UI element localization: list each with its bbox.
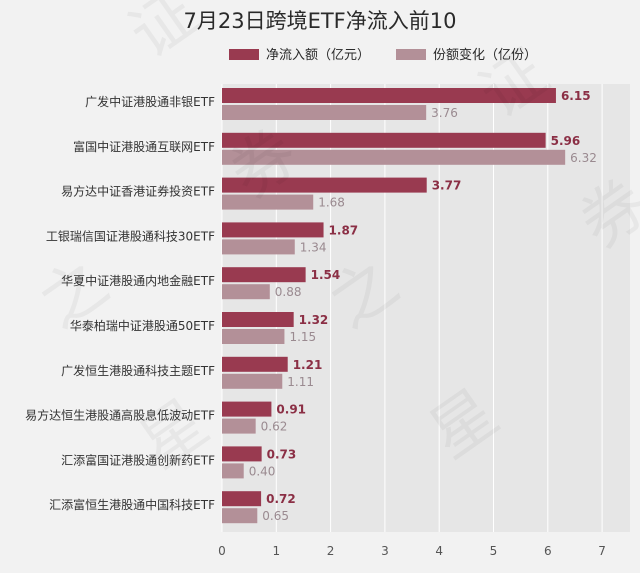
data-label-share-change: 0.65 <box>262 509 289 523</box>
bar-share-change <box>222 105 427 120</box>
category-label: 汇添富恒生港股通中国科技ETF <box>49 497 215 512</box>
data-label-net-inflow: 0.72 <box>266 492 296 506</box>
category-label: 富国中证港股通互联网ETF <box>73 139 215 154</box>
bar-share-change <box>222 284 270 300</box>
bar-share-change <box>222 508 258 524</box>
bar-net-inflow <box>222 88 556 103</box>
data-label-net-inflow: 1.87 <box>329 223 359 237</box>
bars <box>222 88 566 524</box>
data-label-net-inflow: 3.77 <box>432 179 462 193</box>
bar-share-change <box>222 373 283 389</box>
data-label-share-change: 1.15 <box>289 330 316 344</box>
data-label-net-inflow: 5.96 <box>551 134 581 148</box>
legend-label-net-inflow: 净流入额（亿元） <box>266 48 370 63</box>
bar-share-change <box>222 329 285 344</box>
category-label: 华夏中证港股通内地金融ETF <box>61 273 215 288</box>
bar-share-change <box>222 418 256 434</box>
x-tick-label: 5 <box>490 544 498 558</box>
bar-share-change <box>222 463 244 479</box>
legend-label-share-change: 份额变化（亿份） <box>433 47 537 63</box>
bar-share-change <box>222 239 295 255</box>
bar-net-inflow <box>222 491 262 507</box>
bar-net-inflow <box>222 356 288 372</box>
category-label: 华泰柏瑞中证港股通50ETF <box>70 318 215 333</box>
data-label-share-change: 1.11 <box>287 375 314 389</box>
data-label-net-inflow: 1.32 <box>299 313 329 327</box>
category-label: 工银瑞信国证港股通科技30ETF <box>46 229 215 243</box>
legend-swatch-share-change <box>396 49 426 60</box>
bar-share-change <box>222 149 566 165</box>
x-tick-label: 6 <box>544 544 552 558</box>
bar-share-change <box>222 194 314 210</box>
chart-title: 7月23日跨境ETF净流入前10 <box>184 9 457 33</box>
data-label-share-change: 1.34 <box>300 240 327 254</box>
data-label-net-inflow: 1.54 <box>311 268 341 282</box>
data-label-share-change: 0.40 <box>249 464 276 478</box>
bar-net-inflow <box>222 177 427 193</box>
bar-net-inflow <box>222 222 324 238</box>
category-label: 易方达恒生港股通高股息低波动ETF <box>25 408 215 423</box>
data-label-share-change: 0.88 <box>275 285 302 299</box>
x-tick-label: 2 <box>327 544 335 558</box>
watermark-char: 星 <box>127 386 222 483</box>
data-label-share-change: 3.76 <box>431 106 458 120</box>
data-label-share-change: 0.62 <box>261 420 288 434</box>
bar-net-inflow <box>222 132 546 148</box>
data-label-net-inflow: 0.91 <box>276 403 306 417</box>
x-tick-label: 1 <box>272 544 280 558</box>
x-tick-label: 7 <box>598 544 606 558</box>
x-tick-label: 3 <box>381 544 389 558</box>
category-label: 广发恒生港股通科技主题ETF <box>61 363 215 378</box>
labels: 0 1 2 3 4 5 6 7 6.15 3.76 广发中证港股通非银ETF 5.96 6.32 富国中证… <box>25 89 606 558</box>
data-label-net-inflow: 1.21 <box>293 358 323 372</box>
bar-net-inflow <box>222 267 306 283</box>
x-tick-label: 4 <box>435 544 443 558</box>
data-label-share-change: 1.68 <box>318 196 345 210</box>
x-tick-label: 0 <box>218 544 226 558</box>
data-label-share-change: 6.32 <box>570 151 597 165</box>
data-label-net-inflow: 0.73 <box>267 447 297 461</box>
category-label: 易方达中证香港证券投资ETF <box>61 184 215 199</box>
category-label: 汇添富国证港股通创新药ETF <box>61 452 215 467</box>
category-label: 广发中证港股通非银ETF <box>85 94 215 109</box>
legend-swatch-net-inflow <box>229 49 259 60</box>
legend: 净流入额（亿元） 份额变化（亿份） <box>229 47 537 63</box>
data-label-net-inflow: 6.15 <box>561 89 591 103</box>
bar-net-inflow <box>222 446 262 462</box>
bar-net-inflow <box>222 312 294 327</box>
bar-net-inflow <box>222 401 272 417</box>
